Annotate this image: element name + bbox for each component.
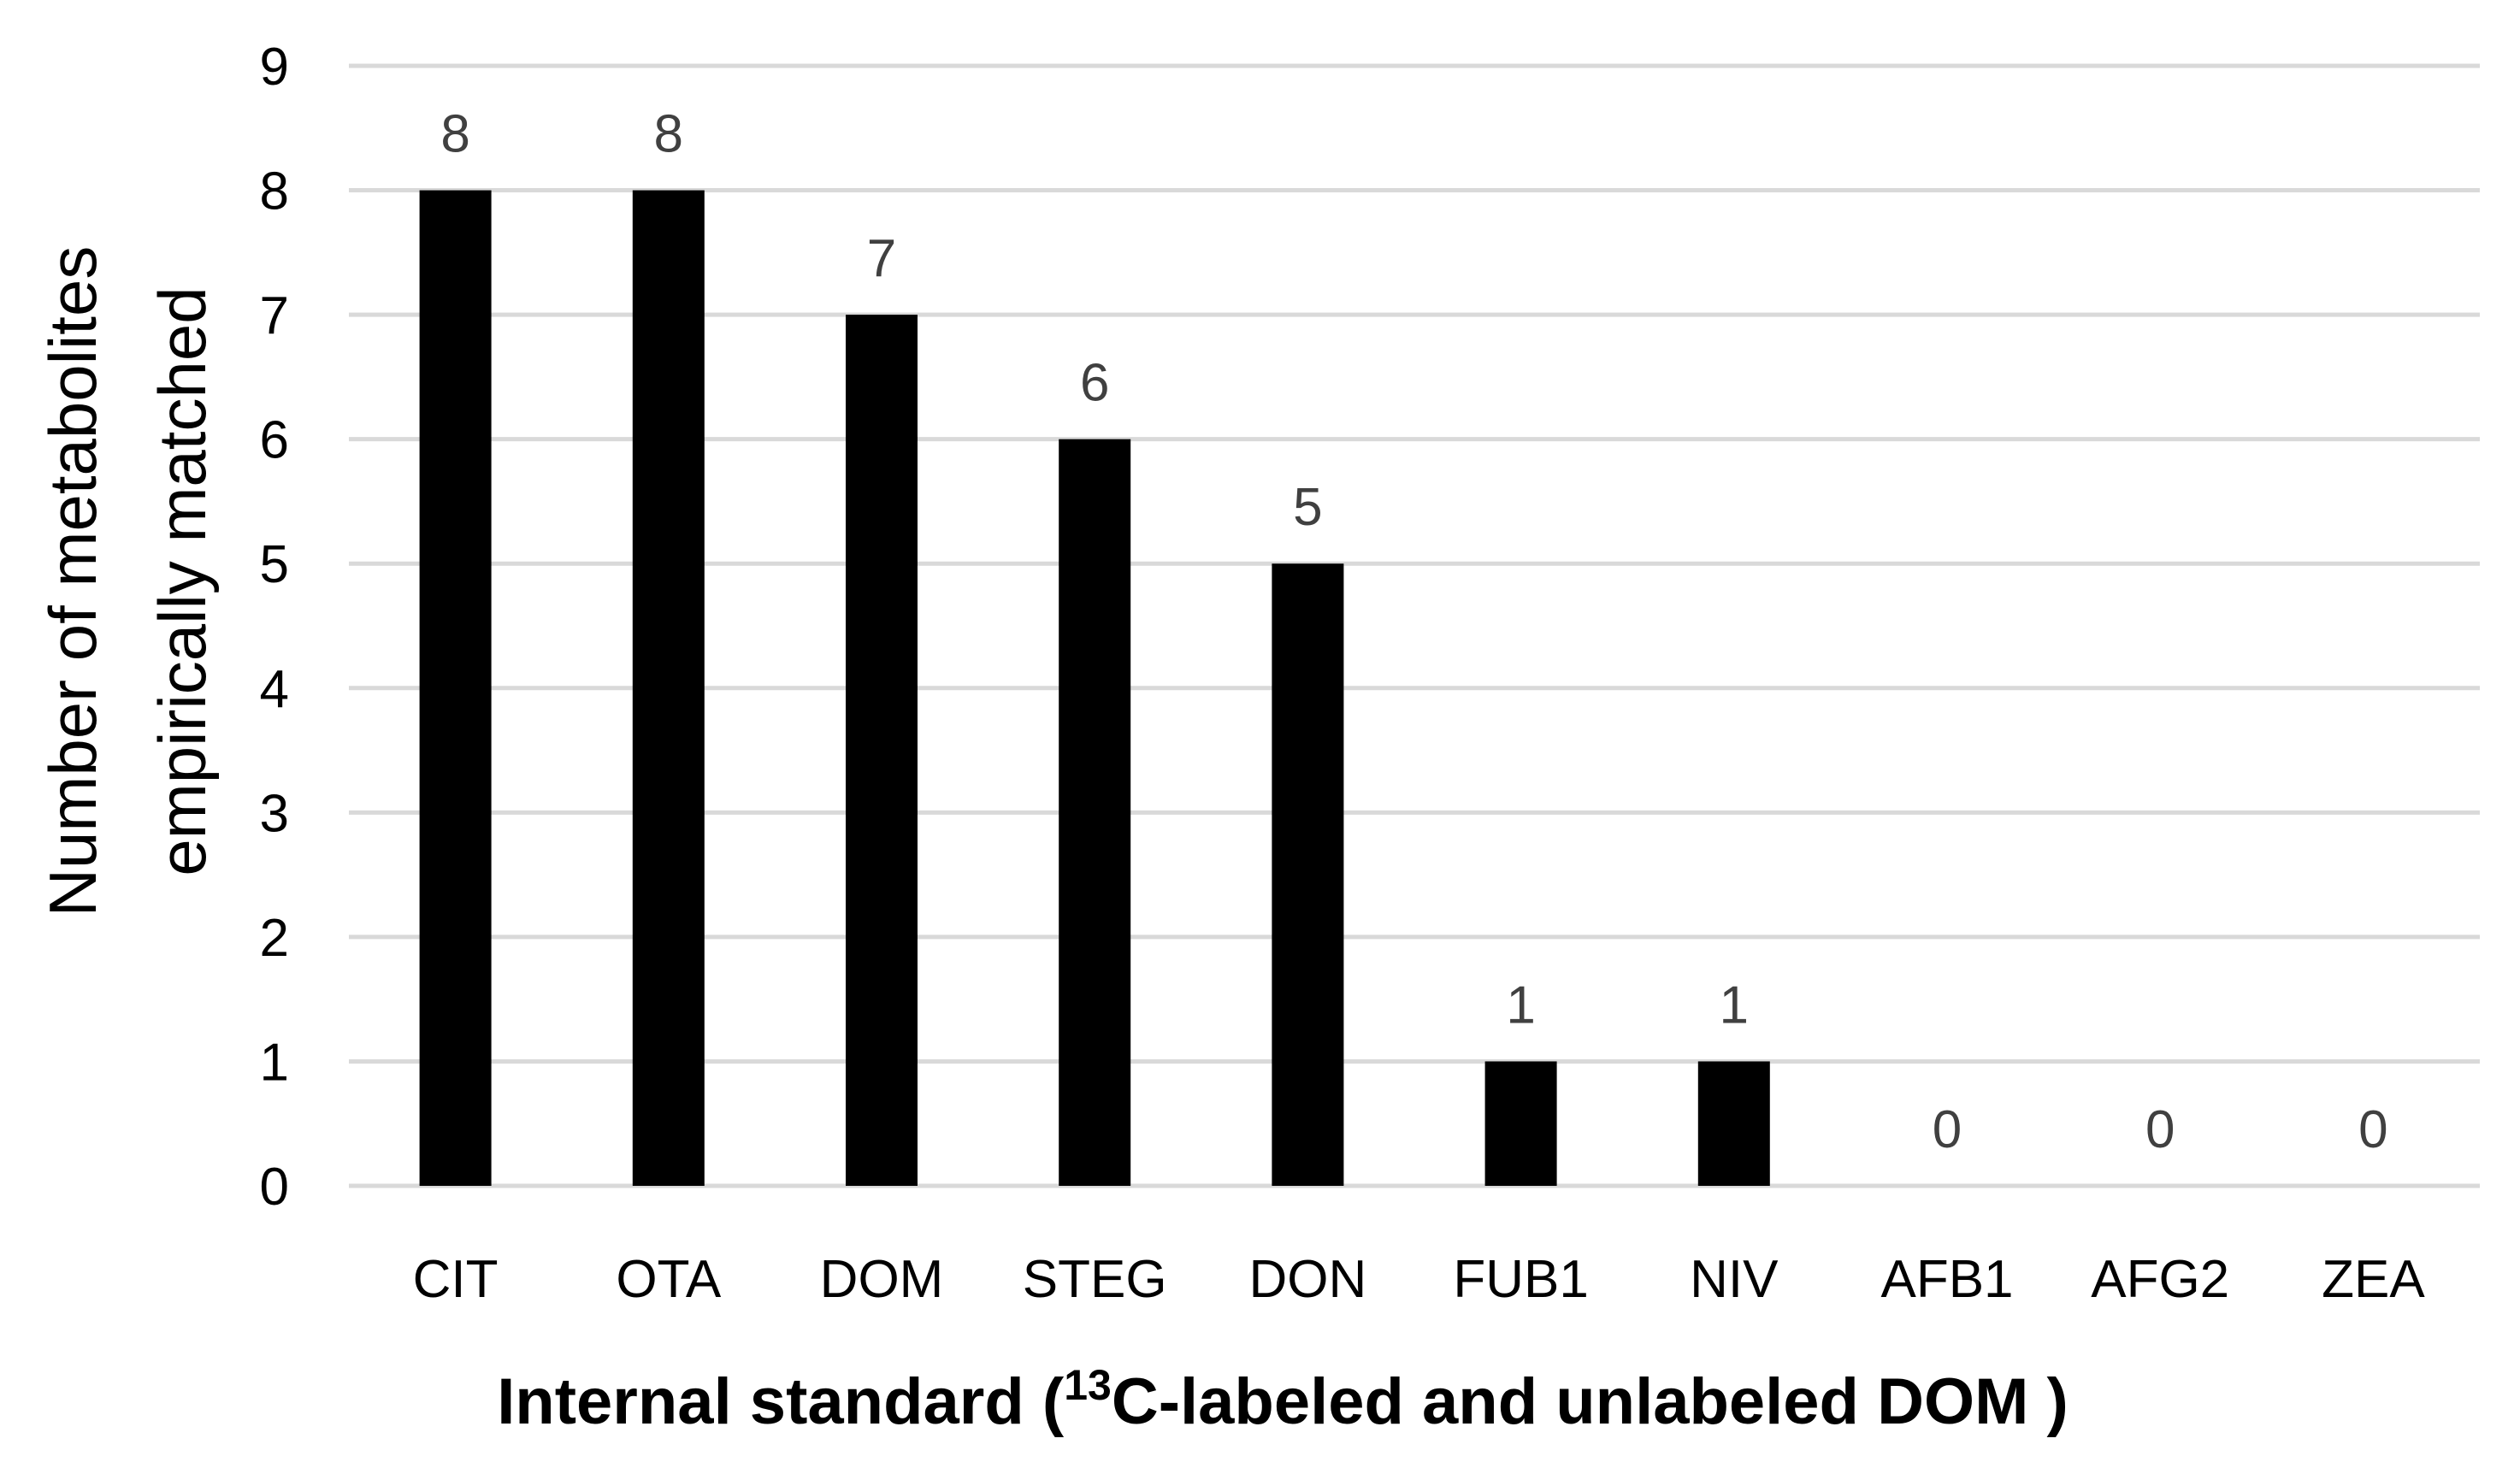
x-axis-ticks: CIT OTA DOM STEG DON FUB1 NIV AFB1 AFG2 ZEA (413, 1250, 2426, 1309)
data-label: 1 (1506, 976, 1535, 1035)
y-tick-label: 5 (260, 535, 289, 594)
data-label: 8 (440, 105, 469, 164)
bar (1059, 439, 1131, 1186)
y-tick-label: 1 (260, 1033, 289, 1092)
x-tick-label: NIV (1690, 1250, 1779, 1309)
bars (419, 190, 1770, 1187)
x-axis-title-suffix: C-labeled and unlabeled DOM ) (1112, 1365, 2069, 1438)
bar (1484, 1061, 1557, 1186)
data-label: 0 (2145, 1100, 2175, 1159)
bar (419, 190, 492, 1187)
x-axis-title: Internal standard (13C-labeled and unlab… (497, 1361, 2069, 1438)
y-tick-label: 2 (260, 909, 289, 968)
x-tick-label: DON (1249, 1250, 1367, 1309)
data-label: 1 (1720, 976, 1749, 1035)
y-tick-label: 7 (260, 286, 289, 345)
bar (632, 190, 705, 1187)
y-tick-label: 6 (260, 411, 289, 470)
data-label: 6 (1080, 354, 1109, 413)
y-tick-label: 8 (260, 162, 289, 221)
y-tick-label: 4 (260, 660, 289, 719)
data-label: 5 (1293, 478, 1322, 537)
x-tick-label: STEG (1023, 1250, 1167, 1309)
x-tick-label: OTA (616, 1250, 721, 1309)
bar (846, 315, 918, 1187)
y-tick-label: 3 (260, 784, 289, 843)
y-tick-label: 0 (260, 1158, 289, 1217)
x-tick-label: DOM (820, 1250, 944, 1309)
x-tick-label: ZEA (2322, 1250, 2425, 1309)
x-axis-title-prefix: Internal standard ( (497, 1365, 1065, 1438)
x-axis-title-superscript: 13 (1064, 1361, 1112, 1409)
bar (1697, 1061, 1770, 1186)
data-label: 8 (654, 105, 683, 164)
x-tick-label: AFB1 (1880, 1250, 2013, 1309)
data-labels: 8 8 7 6 5 1 1 0 0 0 (440, 105, 2387, 1159)
bar (1272, 563, 1344, 1186)
data-label: 0 (2358, 1100, 2387, 1159)
x-tick-label: CIT (413, 1250, 499, 1309)
x-tick-label: AFG2 (2091, 1250, 2229, 1309)
y-axis-title-line2: empirically matched (145, 286, 220, 875)
x-tick-label: FUB1 (1453, 1250, 1588, 1309)
data-label: 0 (1933, 1100, 1962, 1159)
data-label: 7 (867, 229, 896, 288)
y-axis-title-line1: Number of metabolites (35, 246, 110, 917)
y-axis-ticks: 0 1 2 3 4 5 6 7 8 9 (260, 38, 289, 1217)
y-tick-label: 9 (260, 38, 289, 97)
